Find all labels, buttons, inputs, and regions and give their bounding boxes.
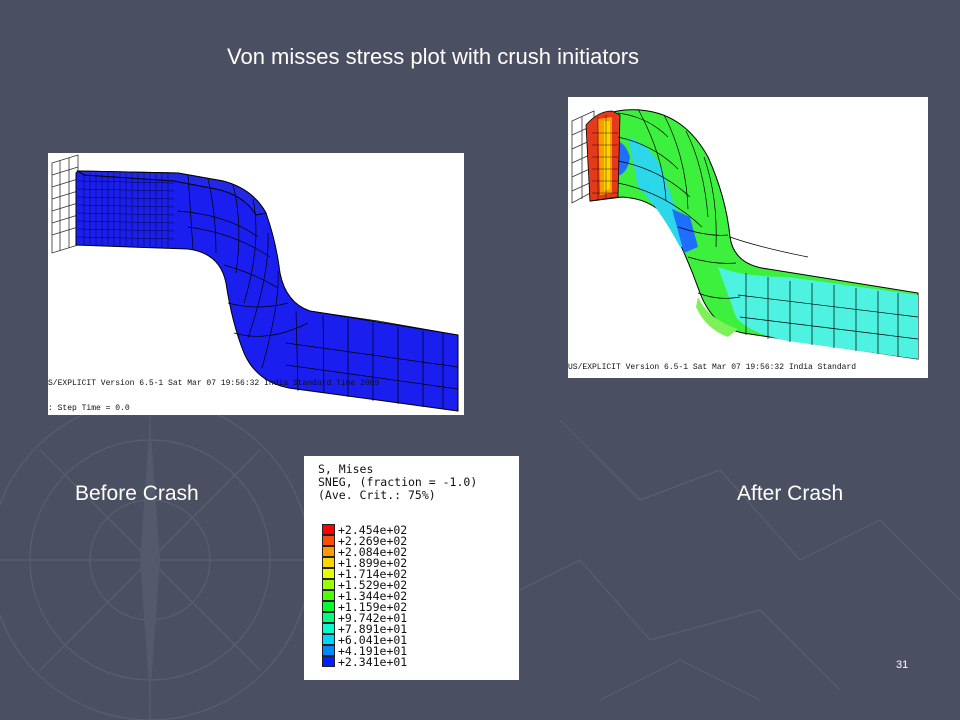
before-crash-image: S/EXPLICIT Version 6.5-1 Sat Mar 07 19:5… <box>48 153 464 415</box>
page-number: 31 <box>896 659 909 671</box>
legend-row: +9.742e+01 <box>322 611 522 625</box>
legend-header-line2: SNEG, (fraction = -1.0) <box>318 475 478 489</box>
before-footer-line1: S/EXPLICIT Version 6.5-1 Sat Mar 07 19:5… <box>48 379 379 388</box>
legend-row: +2.454e+02 <box>322 523 522 537</box>
legend-value-label: +6.041e+01 <box>338 633 408 647</box>
legend-swatch <box>322 623 335 634</box>
legend-value-label: +7.891e+01 <box>338 622 408 636</box>
legend-value-label: +1.714e+02 <box>338 567 408 581</box>
after-crash-mesh: US/EXPLICIT Version 6.5-1 Sat Mar 07 19:… <box>568 108 919 372</box>
before-crash-mesh: S/EXPLICIT Version 6.5-1 Sat Mar 07 19:5… <box>48 154 459 413</box>
legend-swatch <box>322 568 335 579</box>
legend-row: +1.714e+02 <box>322 567 522 581</box>
legend-value-label: +1.159e+02 <box>338 600 408 614</box>
legend-swatch <box>322 524 335 535</box>
legend-row: +1.159e+02 <box>322 600 522 614</box>
legend-row: +4.191e+01 <box>322 644 522 658</box>
legend-value-label: +4.191e+01 <box>338 644 408 658</box>
legend-row: +2.269e+02 <box>322 534 522 548</box>
legend-header: S, Mises SNEG, (fraction = -1.0) (Ave. C… <box>318 463 477 502</box>
legend-header-line1: S, Mises <box>318 462 374 476</box>
legend-swatch <box>322 601 335 612</box>
legend-row: +7.891e+01 <box>322 622 522 636</box>
legend-row: +6.041e+01 <box>322 633 522 647</box>
legend-swatch <box>322 579 335 590</box>
before-footer-line2: : Step Time = 0.0 <box>48 404 130 413</box>
legend-swatch <box>322 535 335 546</box>
after-footer-line1: US/EXPLICIT Version 6.5-1 Sat Mar 07 19:… <box>568 363 856 372</box>
after-crash-image: US/EXPLICIT Version 6.5-1 Sat Mar 07 19:… <box>568 97 928 378</box>
legend-value-label: +9.742e+01 <box>338 611 408 625</box>
legend-swatch <box>322 557 335 568</box>
legend-value-label: +2.341e+01 <box>338 655 408 669</box>
caption-before-crash: Before Crash <box>75 482 199 505</box>
legend-value-label: +2.084e+02 <box>338 545 408 559</box>
legend-swatch <box>322 612 335 623</box>
legend-row: +1.344e+02 <box>322 589 522 603</box>
stress-legend: S, Mises SNEG, (fraction = -1.0) (Ave. C… <box>304 456 519 680</box>
legend-value-label: +1.344e+02 <box>338 589 408 603</box>
legend-swatch <box>322 645 335 656</box>
legend-row: +2.084e+02 <box>322 545 522 559</box>
legend-swatch <box>322 634 335 645</box>
legend-row: +2.341e+01 <box>322 655 522 669</box>
legend-value-label: +2.454e+02 <box>338 523 408 537</box>
legend-row: +1.899e+02 <box>322 556 522 570</box>
legend-swatch <box>322 546 335 557</box>
legend-value-label: +2.269e+02 <box>338 534 408 548</box>
wall-grid <box>51 154 79 254</box>
legend-value-label: +1.529e+02 <box>338 578 408 592</box>
legend-swatch <box>322 590 335 601</box>
caption-after-crash: After Crash <box>737 482 844 505</box>
legend-row: +1.529e+02 <box>322 578 522 592</box>
slide-title-text: Von misses stress plot with crush initia… <box>227 44 640 69</box>
legend-swatch <box>322 656 335 667</box>
before-crash-body <box>75 170 459 412</box>
legend-header-line3: (Ave. Crit.: 75%) <box>318 488 436 502</box>
legend-value-label: +1.899e+02 <box>338 556 408 570</box>
